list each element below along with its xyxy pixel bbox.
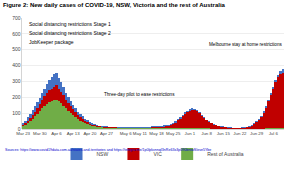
svg-text:Melbourne stay at home restric: Melbourne stay at home restrictions [209, 42, 282, 47]
svg-text:Jun 1: Jun 1 [185, 131, 196, 136]
svg-text:Apr 27: Apr 27 [100, 131, 113, 136]
svg-text:Mar 23: Mar 23 [16, 131, 30, 136]
svg-text:May 6: May 6 [120, 131, 133, 136]
svg-text:JobKeeper package: JobKeeper package [29, 39, 74, 45]
svg-text:Social distancing restrictions: Social distancing restrictions Stage 1 [29, 21, 111, 27]
svg-text:Jun 29: Jun 29 [250, 131, 264, 136]
svg-text:Jun 15: Jun 15 [217, 131, 231, 136]
svg-text:Figure 2: New daily cases of C: Figure 2: New daily cases of COVID-19, N… [3, 2, 226, 8]
svg-text:Apr 13: Apr 13 [67, 131, 80, 136]
svg-text:Jun 8: Jun 8 [201, 131, 212, 136]
svg-text:Apr 20: Apr 20 [83, 131, 96, 136]
svg-text:400: 400 [12, 62, 21, 68]
svg-text:VIC: VIC [153, 151, 162, 157]
svg-text:May 18: May 18 [149, 131, 164, 136]
svg-text:600: 600 [12, 31, 21, 37]
svg-text:Sources: https://www.covid19da: Sources: https://www.covid19data.com.au/… [5, 148, 211, 152]
svg-text:Apr 6: Apr 6 [51, 131, 62, 136]
svg-text:May 25: May 25 [166, 131, 181, 136]
svg-text:Jul 6: Jul 6 [269, 131, 279, 136]
svg-text:700: 700 [12, 15, 21, 21]
svg-text:Rest of Australia: Rest of Australia [207, 151, 244, 157]
svg-text:300: 300 [12, 78, 21, 84]
svg-text:May 11: May 11 [133, 131, 148, 136]
svg-text:Social distancing restrictions: Social distancing restrictions Stage 2 [29, 30, 111, 36]
svg-text:200: 200 [12, 94, 21, 100]
svg-text:Mar 30: Mar 30 [33, 131, 47, 136]
svg-text:0: 0 [18, 126, 21, 132]
svg-text:NSW: NSW [97, 151, 109, 157]
svg-text:100: 100 [12, 110, 21, 116]
svg-text:Jun 22: Jun 22 [233, 131, 247, 136]
svg-text:Three-day pilot to ease restri: Three-day pilot to ease restrictions [104, 92, 175, 97]
svg-text:500: 500 [12, 46, 21, 52]
